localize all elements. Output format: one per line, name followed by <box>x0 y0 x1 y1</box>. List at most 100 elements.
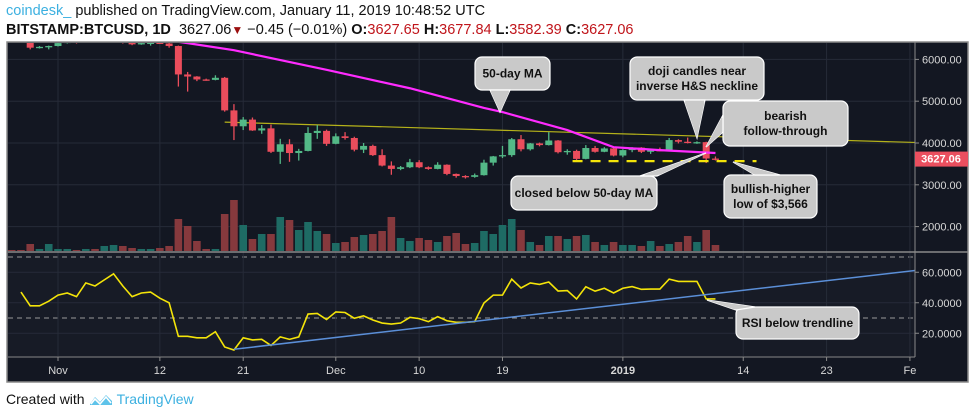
callout-closed: closed below 50-day MA <box>510 152 707 211</box>
candle-body <box>711 158 719 160</box>
candle-body <box>248 119 256 131</box>
time-tick-label: Fe <box>903 365 916 377</box>
candle-body <box>554 140 562 153</box>
callout-pointer-fill <box>490 91 510 112</box>
publisher-link[interactable]: coindesk_ <box>6 3 72 19</box>
candle <box>526 143 534 151</box>
candle-body <box>156 43 164 44</box>
volume-bar <box>63 249 72 251</box>
volume-bar <box>526 242 535 251</box>
candle <box>610 148 618 157</box>
candle-body <box>498 155 506 157</box>
time-tick-label: Nov <box>48 365 68 377</box>
candle-body <box>239 119 247 127</box>
volume-bar <box>406 241 414 251</box>
candle <box>286 139 293 162</box>
callout-text: 50-day MA <box>482 67 542 81</box>
candle-body <box>461 176 469 178</box>
candle <box>517 135 525 152</box>
volume-bar <box>619 245 627 251</box>
candle-body <box>674 140 682 142</box>
candle <box>443 164 451 176</box>
time-tick-label: 19 <box>496 365 508 377</box>
candle <box>387 161 395 175</box>
candle <box>471 173 479 178</box>
candle-body <box>452 173 460 177</box>
candle-body <box>323 130 331 144</box>
candle-body <box>415 162 423 168</box>
candle <box>489 155 497 166</box>
candle-body <box>489 156 497 163</box>
volume-bar <box>489 234 498 251</box>
candle-body <box>286 144 293 154</box>
candle <box>276 138 284 164</box>
candle-body <box>193 76 201 80</box>
candle <box>174 45 182 87</box>
created-with-text: Created with <box>6 391 85 407</box>
candle <box>17 39 24 41</box>
candle-body <box>536 143 544 146</box>
callout-text: closed below 50-day MA <box>515 186 654 200</box>
callout-pointer-fill <box>733 162 778 175</box>
volume-bar <box>582 235 590 251</box>
candle <box>600 147 608 153</box>
rsi-line <box>20 272 716 351</box>
time-tick-label: 12 <box>154 365 166 377</box>
volume-bar <box>461 244 470 251</box>
volume-bar <box>702 230 710 251</box>
candle-body <box>165 43 173 47</box>
ma-50-line <box>178 43 716 155</box>
candle <box>536 142 544 147</box>
candle-body <box>378 155 386 166</box>
volume-bar <box>600 245 609 251</box>
candle <box>202 78 210 81</box>
volume-bar <box>285 220 294 251</box>
volume-bar <box>137 249 146 251</box>
callout-box <box>735 306 860 340</box>
candle <box>461 175 469 179</box>
callout-text: RSI below trendline <box>742 316 854 330</box>
volume-bar <box>44 244 53 251</box>
volume-bars <box>8 200 720 251</box>
candle <box>54 43 62 47</box>
candle-body <box>443 164 451 174</box>
candle-body <box>406 162 414 168</box>
candle <box>248 117 256 131</box>
axes[interactable]: 6000.00 5000.00 4000.00 3000.00 2000.00 60.00… <box>48 54 968 377</box>
candle-body <box>137 43 145 45</box>
candle <box>221 76 229 112</box>
callout-pointer <box>639 152 707 177</box>
rsi-tick-label: 20.0000 <box>922 328 962 340</box>
callout-box <box>474 56 551 91</box>
candle <box>332 133 340 145</box>
volume-bar <box>8 250 16 251</box>
candle-body <box>471 175 479 177</box>
tradingview-link[interactable]: TradingView <box>116 391 194 407</box>
rsi-tick-label: 40.0000 <box>922 298 962 310</box>
candle <box>619 149 627 158</box>
callout-box <box>510 175 658 211</box>
candle <box>498 145 506 159</box>
callout-pointer-fill <box>684 102 705 138</box>
close-value: 3627.06 <box>581 22 634 38</box>
candle <box>258 125 266 134</box>
candle-body <box>45 46 53 48</box>
volume-bar <box>239 225 247 251</box>
callout-ma: 50-day MA <box>474 56 551 114</box>
candle-body <box>202 79 210 81</box>
tradingview-cloud-icon <box>89 395 112 406</box>
volume-bar <box>304 222 312 251</box>
rsi-tick-label: 60.0000 <box>922 267 962 279</box>
candle <box>45 45 53 50</box>
callout-text: low of $3,566 <box>733 197 808 211</box>
time-tick-label: 2019 <box>611 365 635 377</box>
candle-body <box>360 145 368 150</box>
candle-body <box>665 140 673 151</box>
price-tick-label: 2000.00 <box>922 222 962 234</box>
volume-bar <box>507 219 516 251</box>
volume-bar <box>396 238 405 251</box>
candle-body <box>702 142 710 159</box>
published-text: published on TradingView.com, January 11… <box>71 3 486 19</box>
volume-bar <box>156 248 164 251</box>
